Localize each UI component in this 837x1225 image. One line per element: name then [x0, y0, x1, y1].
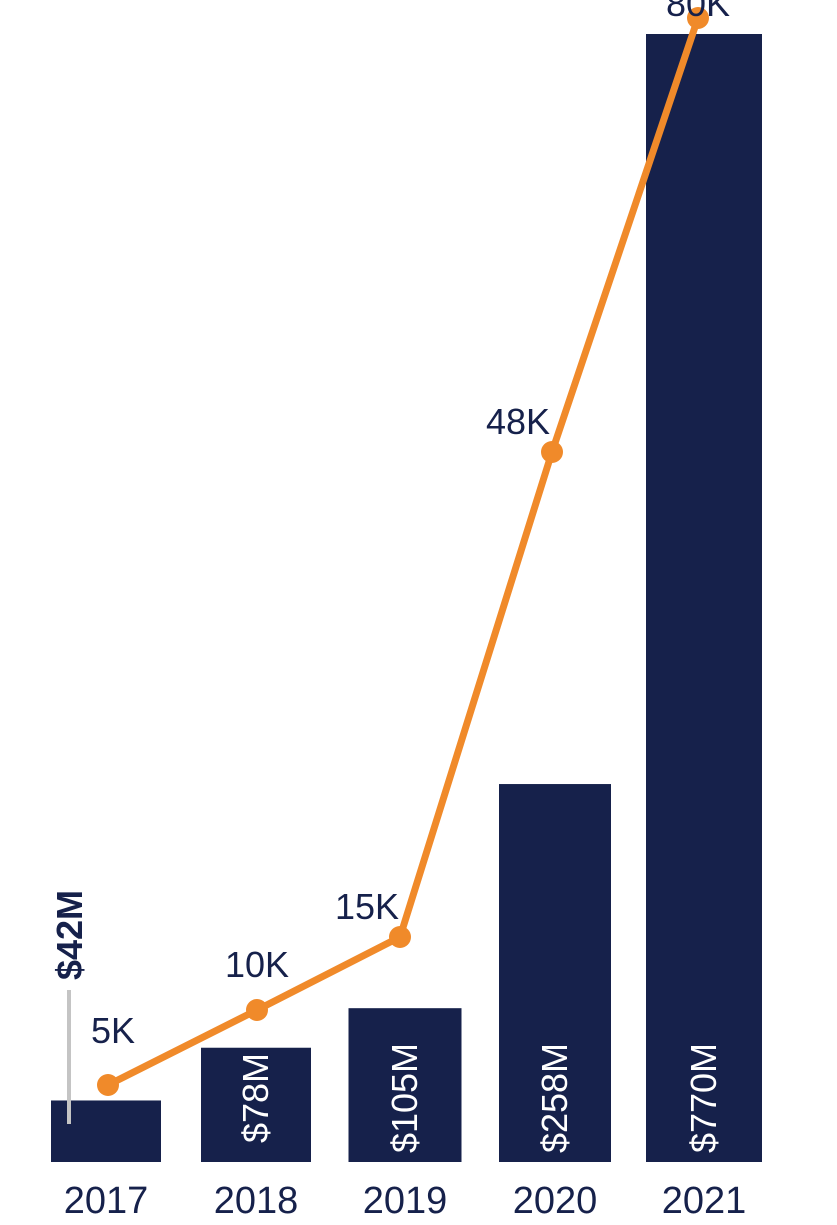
line-value-label-2021: 80K	[666, 0, 730, 24]
bar-2020	[499, 784, 611, 1162]
line-value-labels: 5K 10K 15K 48K 80K	[91, 0, 730, 1051]
bar-value-label-2019: $105M	[384, 1043, 425, 1153]
line-point-2018	[246, 999, 268, 1021]
bar-value-label-2021: $770M	[683, 1043, 724, 1153]
bar-value-label-2020: $258M	[534, 1043, 575, 1153]
bar-2018	[201, 1047, 311, 1162]
line-value-label-2017: 5K	[91, 1010, 135, 1051]
x-tick-label-2019: 2019	[363, 1180, 448, 1222]
line-point-2017	[97, 1074, 119, 1096]
line-point-2019	[389, 926, 411, 948]
bar-value-label-2017: $42M	[49, 890, 90, 980]
line-value-label-2020: 48K	[486, 401, 550, 442]
line-point-2020	[541, 441, 563, 463]
line-series	[97, 7, 709, 1096]
bar-2019	[348, 1008, 462, 1162]
bar-value-labels: $42M $78M $105M $258M $770M	[49, 890, 724, 1153]
x-tick-label-2018: 2018	[214, 1180, 299, 1222]
x-tick-label-2017: 2017	[64, 1180, 149, 1222]
x-axis-tick-labels: 2017 2018 2019 2020 2021	[64, 1180, 747, 1222]
bar-2021	[646, 34, 762, 1162]
line-value-label-2018: 10K	[225, 944, 289, 985]
x-tick-label-2020: 2020	[513, 1180, 598, 1222]
bar-series	[51, 34, 762, 1162]
line-point-2021	[687, 7, 709, 29]
line-value-label-2019: 15K	[335, 886, 399, 927]
bar-value-label-2018: $78M	[235, 1053, 276, 1143]
x-tick-label-2021: 2021	[662, 1180, 747, 1222]
